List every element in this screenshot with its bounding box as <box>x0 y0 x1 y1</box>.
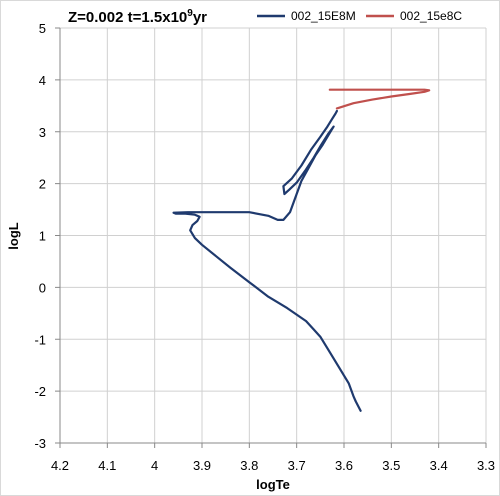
y-tick-label: -1 <box>34 332 46 347</box>
y-tick-label: -2 <box>34 384 46 399</box>
x-tick-label: 3.4 <box>430 458 448 473</box>
y-tick-label: 3 <box>39 125 46 140</box>
series-line-002_15e8C <box>328 88 431 110</box>
x-tick-label: 3.6 <box>335 458 353 473</box>
legend: 002_15E8M 002_15e8C <box>257 9 462 23</box>
x-tick-label: 3.5 <box>382 458 400 473</box>
x-tick-label: 4.2 <box>51 458 69 473</box>
chart-title-superscript: 9 <box>187 8 193 19</box>
x-tick-label: 3.8 <box>240 458 258 473</box>
x-tick-label: 4.1 <box>98 458 116 473</box>
y-tick-label: 1 <box>39 229 46 244</box>
chart-title-suffix: yr <box>193 9 207 26</box>
y-tick-label: 2 <box>39 177 46 192</box>
series-group <box>172 88 431 412</box>
x-tick-label: 3.3 <box>477 458 495 473</box>
x-tick-label: 3.9 <box>193 458 211 473</box>
y-tick-label: 5 <box>39 21 46 36</box>
legend-label: 002_15E8M <box>291 9 356 23</box>
chart-title-main: Z=0.002 t=1.5x10 <box>68 9 187 26</box>
y-axis-label: logL <box>6 222 21 249</box>
x-axis-label: logTe <box>256 477 290 492</box>
legend-label: 002_15e8C <box>400 9 462 23</box>
tick-labels: 4.2 4.1 4 3.9 3.8 3.7 3.6 3.5 3.4 3.3 -3 -2 -1 0 1 2 3 4 5 <box>34 21 495 473</box>
x-tick-label: 4 <box>151 458 158 473</box>
y-tick-label: 0 <box>39 280 46 295</box>
y-tick-label: -3 <box>34 436 46 451</box>
y-tick-label: 4 <box>39 73 46 88</box>
x-tick-label: 3.7 <box>288 458 306 473</box>
series-line-002_15E8M <box>172 109 362 412</box>
chart-title: Z=0.002 t=1.5x109yr <box>68 8 207 26</box>
